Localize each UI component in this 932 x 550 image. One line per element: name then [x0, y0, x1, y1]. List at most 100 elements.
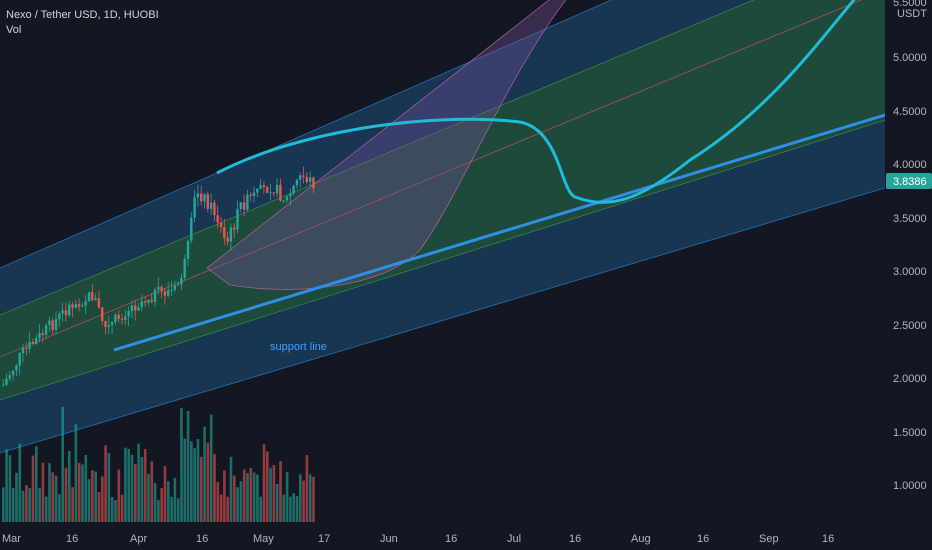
- volume-bar: [97, 492, 101, 522]
- candle-body: [38, 333, 41, 338]
- volume-bar: [153, 483, 157, 522]
- candle-body: [25, 347, 28, 349]
- volume-bar: [120, 494, 124, 522]
- candle-body: [299, 175, 302, 180]
- time-axis[interactable]: Mar 16 Apr 16 May 17 Jun 16 Jul 16 Aug 1…: [2, 533, 834, 545]
- volume-bar: [282, 494, 286, 522]
- candle-body: [229, 227, 233, 242]
- candle-body: [31, 341, 35, 344]
- volume-bar: [74, 424, 78, 522]
- symbol-title[interactable]: Nexo / Tether USD, 1D, HUOBI: [6, 9, 159, 21]
- time-tick: 17: [318, 533, 330, 545]
- candle-body: [289, 193, 292, 197]
- support-line[interactable]: [113, 113, 885, 352]
- volume-bar: [193, 448, 196, 522]
- price-tick: 4.0000: [893, 159, 927, 171]
- chart-legend: Nexo / Tether USD, 1D, HUOBI Vol: [6, 8, 159, 38]
- volume-bar: [21, 490, 25, 522]
- candle-body: [190, 217, 193, 241]
- volume-bar: [246, 473, 249, 522]
- candle-body: [173, 285, 176, 290]
- volume-bar: [137, 443, 140, 522]
- volume-bar: [229, 456, 233, 522]
- candle-body: [2, 384, 5, 386]
- volume-bar: [173, 477, 177, 522]
- volume-bar: [107, 452, 111, 522]
- channel-upper-line: [0, 0, 613, 269]
- candle-body: [71, 304, 74, 308]
- candle-body: [21, 347, 25, 353]
- candle-body: [163, 291, 167, 296]
- price-tick: 4.5000: [893, 106, 927, 118]
- volume-bar: [252, 472, 256, 522]
- candle-body: [252, 192, 256, 196]
- volume-bar: [77, 462, 81, 522]
- candle-body: [249, 194, 252, 196]
- volume-bar: [209, 414, 213, 522]
- current-price-badge: [886, 173, 932, 189]
- volume-bar: [143, 449, 147, 522]
- volume-bar: [167, 481, 170, 522]
- volume-bar: [289, 496, 292, 522]
- candle-body: [216, 215, 219, 223]
- volume-bar: [299, 474, 302, 522]
- candle-body: [266, 187, 269, 193]
- candle-body: [196, 193, 200, 198]
- volume-bar: [127, 448, 130, 522]
- volume-bar: [11, 487, 15, 522]
- candle-body: [147, 299, 150, 303]
- volume-bar: [110, 497, 114, 522]
- candle-body: [233, 227, 236, 230]
- volume-label[interactable]: Vol: [6, 24, 22, 36]
- volume-bar: [104, 445, 107, 522]
- volume-bar: [35, 446, 38, 522]
- candle-body: [275, 184, 279, 194]
- candle-body: [160, 286, 163, 292]
- volume-bar: [266, 451, 269, 522]
- volume-bar: [31, 455, 35, 522]
- volume-bar: [200, 456, 203, 522]
- price-axis[interactable]: 5.5000 USDT 5.0000 4.5000 4.0000 3.5000 …: [886, 0, 932, 492]
- price-tick: 2.5000: [893, 320, 927, 332]
- channel-inner-band: [0, 0, 885, 400]
- candle-body: [295, 179, 299, 186]
- candle-body: [262, 185, 266, 188]
- volume-bar: [5, 449, 8, 522]
- candle-body: [117, 314, 120, 319]
- volume-bar: [18, 443, 22, 522]
- volume-bar: [54, 475, 58, 522]
- volume-bar: [186, 410, 190, 522]
- channel-inner-lower-line: [0, 119, 885, 401]
- volume-bar: [233, 475, 236, 522]
- volume-bar: [44, 496, 48, 522]
- volume-bar: [285, 472, 289, 522]
- candle-body: [130, 305, 134, 312]
- candle-body: [77, 304, 81, 307]
- candle-body: [259, 185, 262, 189]
- candle-body: [101, 307, 104, 321]
- candle-body: [127, 311, 130, 317]
- projection-curve[interactable]: [216, 0, 858, 204]
- price-tick: 3.0000: [893, 266, 927, 278]
- arc-shape: [206, 0, 567, 290]
- volume-bar: [157, 499, 160, 522]
- time-tick: Sep: [759, 533, 779, 545]
- candle-body: [209, 202, 213, 209]
- candle-body: [8, 375, 11, 379]
- candle-body: [18, 352, 21, 366]
- volume-bar: [256, 474, 259, 522]
- candle-body: [200, 193, 203, 202]
- volume-bar: [8, 455, 12, 522]
- volume-bar: [226, 496, 229, 522]
- candle-body: [150, 299, 153, 302]
- time-tick: Jul: [507, 533, 521, 545]
- candle-body: [239, 202, 242, 210]
- volume-bar: [91, 470, 94, 522]
- candle-body: [180, 277, 183, 285]
- volume-bar: [305, 455, 309, 522]
- channel-inner-upper-line: [0, 0, 755, 316]
- candle-body: [114, 314, 117, 323]
- price-axis-unit: USDT: [897, 8, 927, 20]
- volume-bar: [41, 462, 45, 522]
